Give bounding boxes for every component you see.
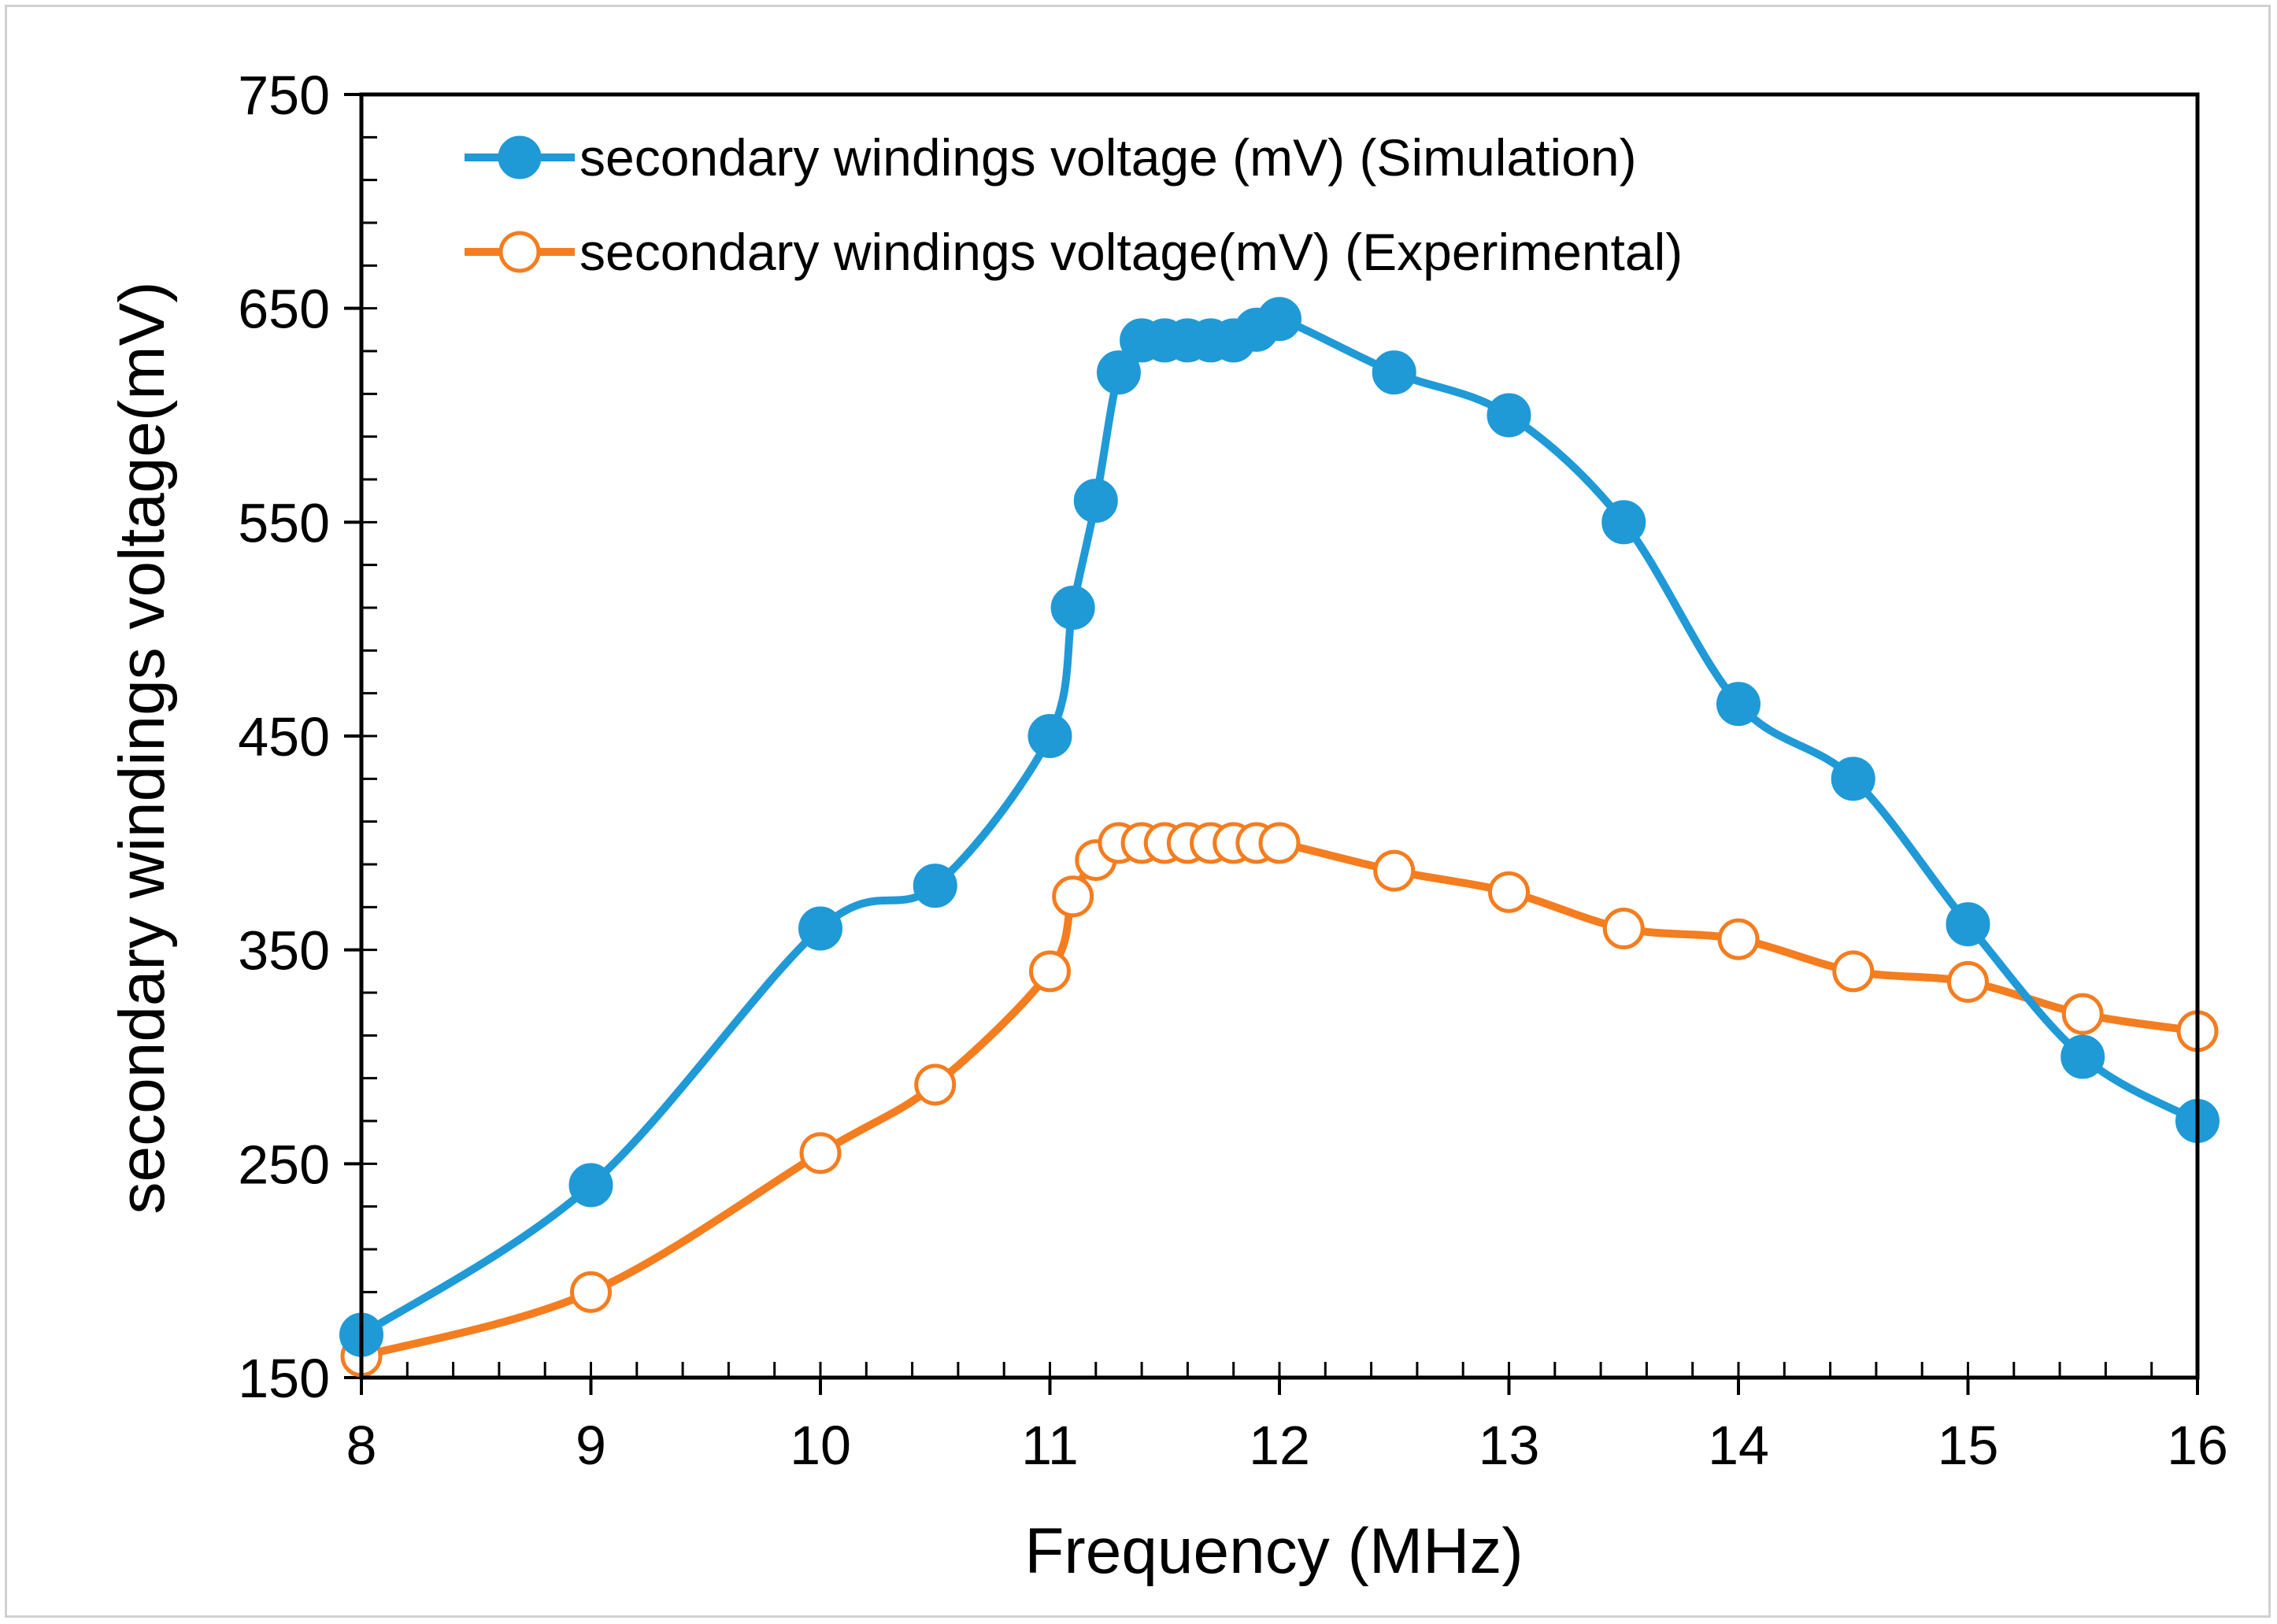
y-major-ticks — [344, 93, 361, 1379]
x-major-ticks — [360, 1378, 2199, 1395]
data-point-experimental — [1258, 822, 1301, 864]
legend-label-simulation: secondary windings voltage (mV) (Simulat… — [579, 128, 1637, 187]
data-point-experimental — [1832, 950, 1875, 993]
y-tick-label: 450 — [238, 706, 330, 768]
legend: secondary windings voltage (mV) (Simulat… — [465, 128, 1683, 281]
x-minor-ticks — [360, 1362, 2199, 1378]
legend-label-experimental: secondary windings voltage(mV) (Experime… — [579, 223, 1683, 281]
series-simulation — [339, 297, 2220, 1357]
legend-marker-experimental — [498, 231, 541, 273]
data-point-experimental — [1373, 849, 1416, 892]
y-tick-labels: 150 250 350 450 550 650 750 — [238, 65, 330, 1409]
y-tick-label: 350 — [238, 920, 330, 982]
data-point-simulation — [1946, 902, 1990, 947]
data-point-simulation — [1831, 757, 1875, 801]
data-point-experimental — [1717, 918, 1760, 960]
data-point-experimental — [1602, 908, 1645, 949]
data-point-experimental — [1029, 950, 1071, 993]
y-tick-label: 550 — [238, 492, 330, 553]
y-tick-label: 250 — [238, 1134, 330, 1195]
data-point-simulation — [1716, 682, 1761, 727]
data-point-experimental — [1488, 871, 1530, 913]
data-point-simulation — [1487, 393, 1531, 438]
x-tick-label: 14 — [1708, 1415, 1769, 1476]
series-layer — [339, 297, 2220, 1378]
x-tick-label: 9 — [576, 1415, 606, 1476]
data-point-simulation — [1372, 350, 1416, 395]
x-tick-label: 16 — [2167, 1415, 2228, 1476]
plot-area — [359, 92, 2200, 1380]
x-tick-labels: 8 9 10 11 12 13 14 15 16 — [346, 1415, 2228, 1476]
data-point-simulation — [568, 1163, 613, 1208]
x-axis-title: Frequency (MHz) — [1024, 1515, 1523, 1587]
data-point-simulation — [1601, 500, 1646, 545]
data-point-simulation — [2060, 1034, 2105, 1079]
data-point-experimental — [2061, 993, 2104, 1035]
legend-item-simulation: secondary windings voltage (mV) (Simulat… — [465, 128, 1637, 187]
x-tick-label: 13 — [1479, 1415, 1540, 1476]
legend-item-experimental: secondary windings voltage(mV) (Experime… — [465, 223, 1683, 281]
data-point-experimental — [570, 1271, 612, 1313]
data-point-simulation — [1096, 350, 1141, 395]
data-point-simulation — [1257, 297, 1301, 342]
series-line-experimental — [357, 837, 2201, 1360]
y-minor-ticks — [361, 93, 377, 1379]
data-point-experimental — [914, 1064, 957, 1106]
data-point-simulation — [1073, 479, 1118, 523]
x-tick-label: 10 — [790, 1415, 851, 1476]
y-axis-title: secondary windings voltage(mV) — [106, 282, 178, 1215]
series-experimental — [340, 822, 2219, 1378]
data-point-simulation — [798, 906, 842, 951]
data-point-simulation — [1027, 714, 1072, 758]
x-tick-label: 8 — [346, 1415, 377, 1476]
legend-marker-simulation — [498, 135, 542, 179]
x-tick-label: 11 — [1021, 1415, 1079, 1476]
y-tick-label: 650 — [238, 279, 330, 340]
data-point-experimental — [799, 1132, 842, 1175]
data-point-experimental — [1052, 875, 1094, 918]
data-point-simulation — [1050, 586, 1095, 630]
data-point-experimental — [1947, 960, 1989, 1003]
data-point-simulation — [913, 864, 957, 908]
x-tick-label: 12 — [1249, 1415, 1310, 1476]
x-tick-label: 15 — [1938, 1415, 1999, 1476]
y-tick-label: 750 — [238, 65, 330, 126]
y-tick-label: 150 — [238, 1348, 330, 1409]
